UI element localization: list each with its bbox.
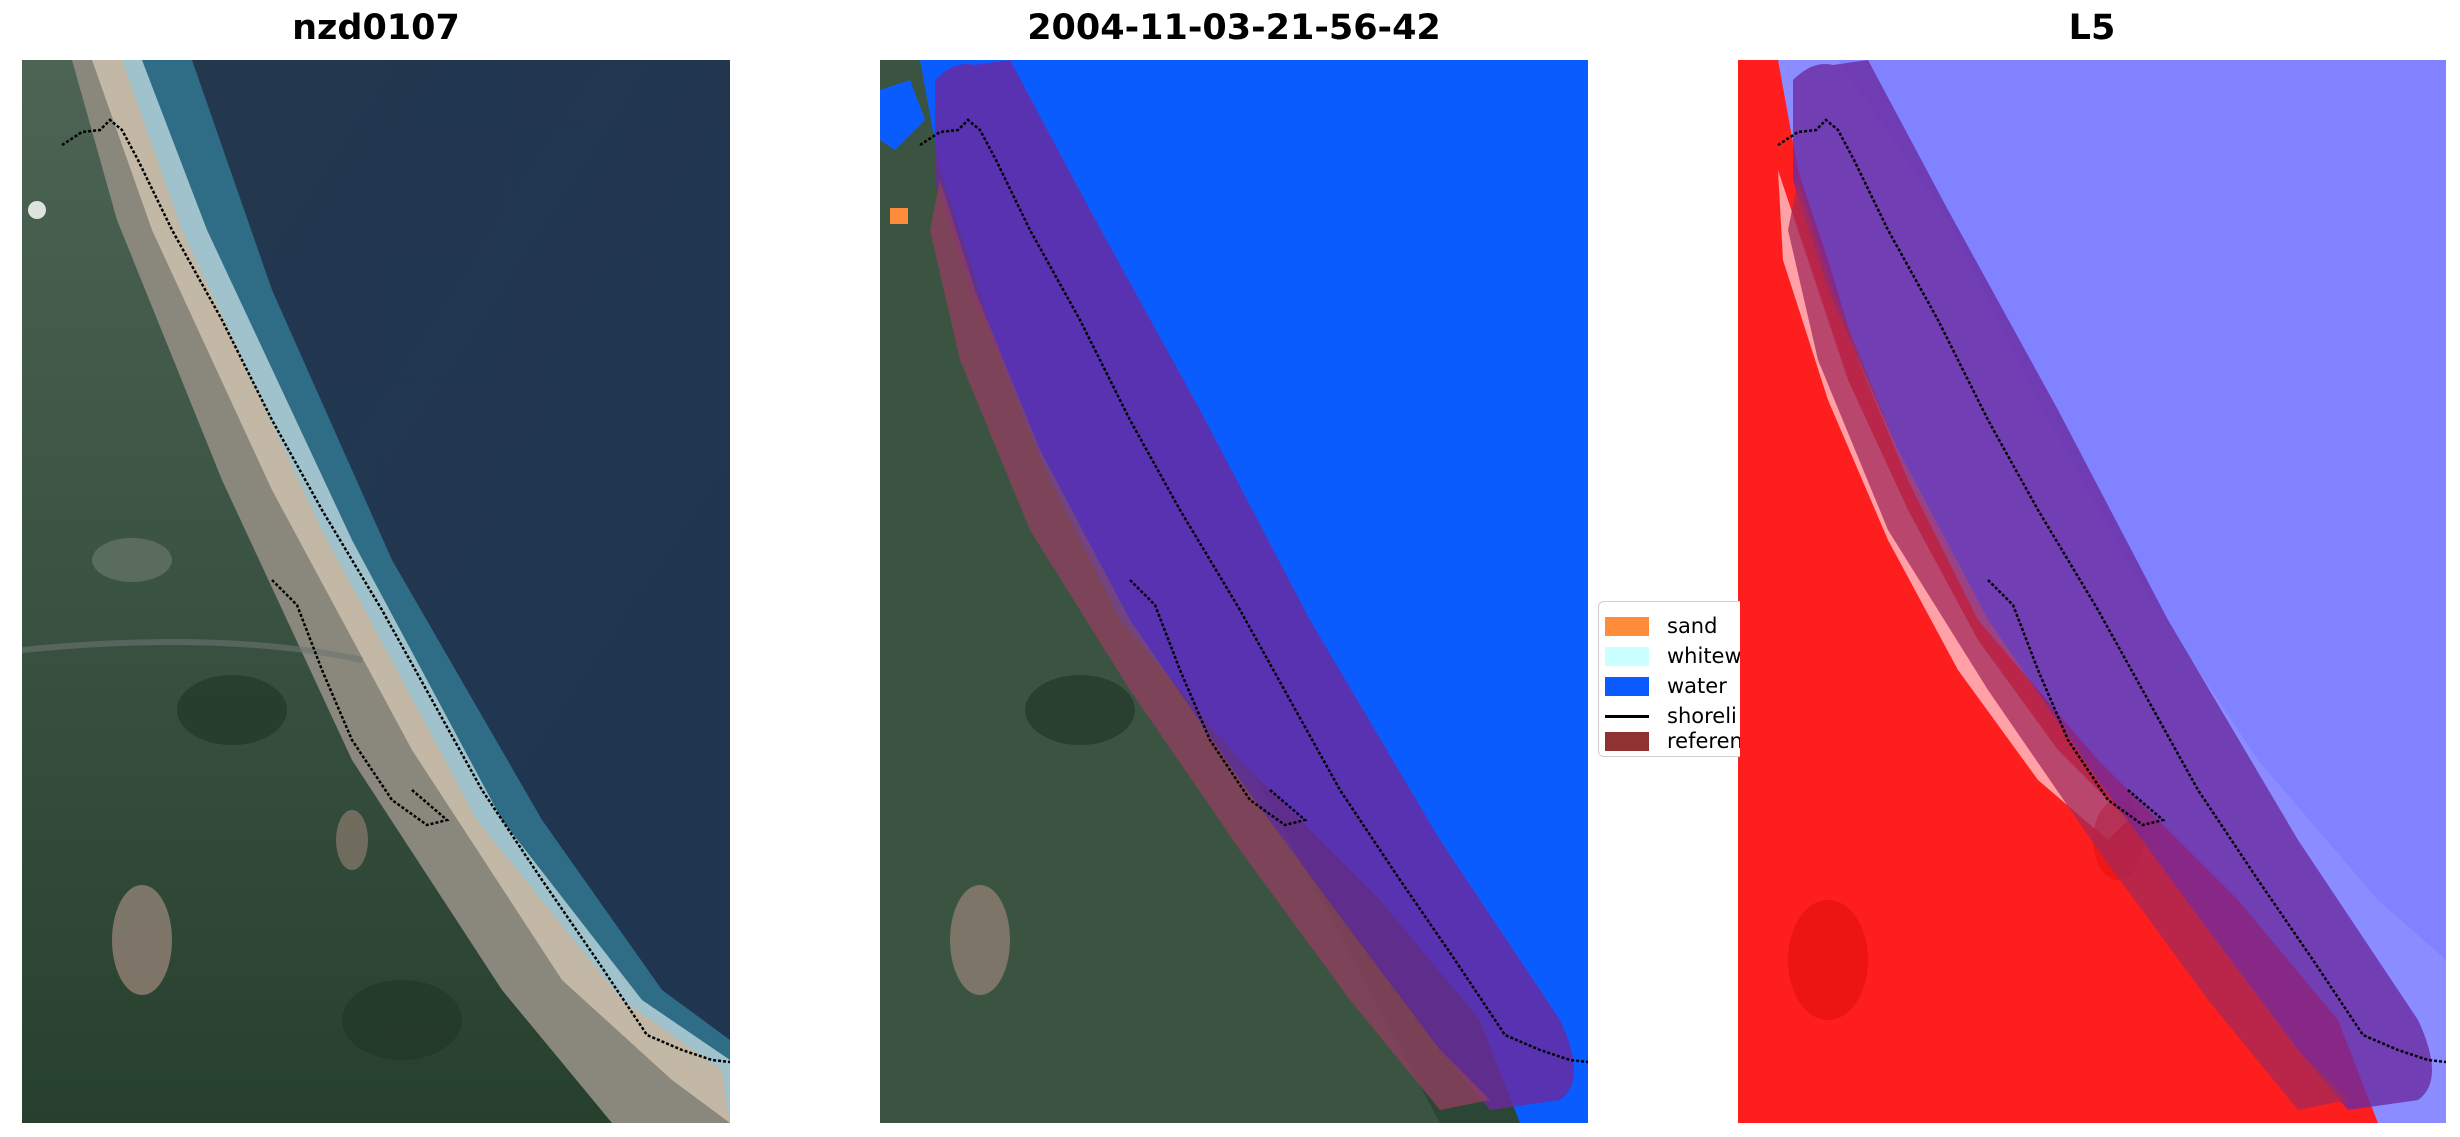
water-swatch: [1605, 676, 1649, 696]
legend-item-water: water: [1605, 671, 1727, 701]
shoreline-trace: [61, 118, 730, 1064]
reference-swatch: [1605, 731, 1649, 751]
shoreline-swatch: [1605, 714, 1649, 718]
legend-item-reference: referen: [1605, 726, 1740, 756]
panel-title-classified: 2004-11-03-21-56-42: [1027, 8, 1441, 48]
panel-title-rgb: nzd0107: [292, 8, 460, 48]
reference-buffer: [935, 60, 1574, 1110]
panel-title-index: L5: [2068, 8, 2116, 48]
legend: sand whitew water shoreli referen: [1598, 601, 1740, 757]
classified-image: [880, 60, 1588, 1123]
legend-item-sand: sand: [1605, 611, 1717, 641]
legend-item-shoreline: shoreli: [1605, 701, 1737, 731]
sand-swatch: [1605, 616, 1649, 636]
legend-item-whitewater: whitew: [1605, 641, 1740, 671]
rgb-satellite-image: [22, 60, 730, 1123]
whitewater-swatch: [1605, 646, 1649, 666]
index-image: [1738, 60, 2446, 1123]
